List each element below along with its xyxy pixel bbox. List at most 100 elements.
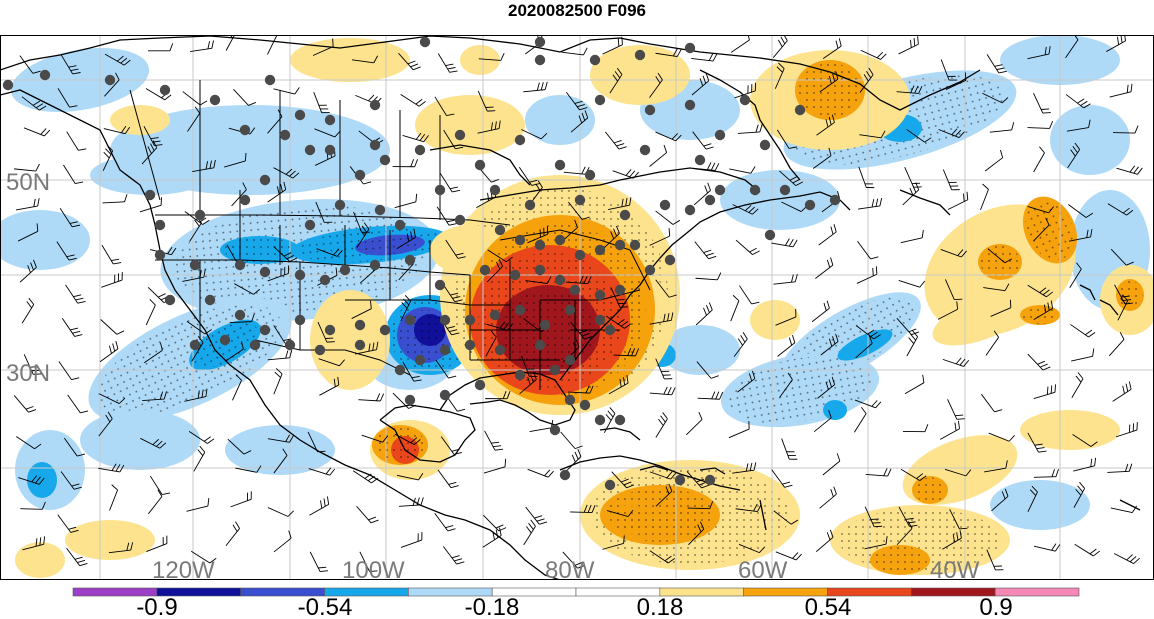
wind-barb xyxy=(649,386,676,396)
station-dot xyxy=(324,324,336,336)
wind-barb xyxy=(23,127,51,137)
station-dot xyxy=(379,154,391,166)
wind-barb xyxy=(981,393,1003,413)
wind-barb xyxy=(65,284,86,304)
wind-barb xyxy=(400,295,412,322)
wind-barb xyxy=(1068,204,1094,218)
wind-barb xyxy=(187,106,201,132)
station-dot xyxy=(369,99,381,111)
colorbar-label: -0.18 xyxy=(465,594,520,619)
wind-barb xyxy=(565,275,592,285)
station-dot xyxy=(294,314,306,326)
shading-region xyxy=(80,410,200,470)
stipple-region xyxy=(1025,199,1075,261)
observation-stations xyxy=(2,36,841,491)
wind-barb xyxy=(233,89,257,106)
wind-barb xyxy=(1033,469,1059,478)
wind-barb xyxy=(229,313,255,324)
wind-barb xyxy=(728,421,750,439)
station-dot xyxy=(154,249,166,261)
wind-barb xyxy=(613,348,640,357)
wind-barb xyxy=(739,285,760,305)
wind-barb xyxy=(779,372,793,398)
shading-region xyxy=(27,462,57,498)
station-dot xyxy=(189,339,201,351)
wind-barb xyxy=(192,159,216,172)
wind-barb xyxy=(1067,142,1081,169)
wind-barb xyxy=(607,197,632,211)
shading-region xyxy=(15,542,65,578)
wind-barb xyxy=(483,458,507,474)
wind-barb xyxy=(1112,381,1132,402)
wind-barb xyxy=(568,201,590,220)
wind-barb xyxy=(184,388,208,402)
wind-barb xyxy=(856,266,878,284)
wind-barb xyxy=(865,468,892,477)
wind-barb xyxy=(860,49,887,60)
station-dot xyxy=(259,324,271,336)
wind-barb xyxy=(898,36,919,55)
wind-barb xyxy=(529,419,554,433)
wind-barb xyxy=(608,375,629,395)
station-dot xyxy=(294,109,306,121)
station-dot xyxy=(684,42,696,54)
wind-barb xyxy=(649,72,663,98)
station-dot xyxy=(614,284,626,296)
station-dot xyxy=(439,314,451,326)
station-dot xyxy=(324,144,336,156)
wind-barb xyxy=(776,129,797,149)
wind-barb xyxy=(686,411,703,436)
wind-barb xyxy=(318,358,345,367)
chart-title: 2020082500 F096 xyxy=(507,1,647,20)
shading-region xyxy=(290,38,410,82)
wind-barb xyxy=(649,550,676,564)
station-dot xyxy=(454,214,466,226)
stipple-region xyxy=(1117,280,1143,310)
wind-barb xyxy=(947,399,965,420)
wind-barb xyxy=(940,59,958,81)
wind-barb xyxy=(312,38,334,56)
station-dot xyxy=(614,239,626,251)
wind-barb xyxy=(771,469,793,488)
station-dot xyxy=(539,319,551,331)
wind-barb xyxy=(729,166,756,174)
wind-barb xyxy=(942,530,962,550)
wind-barb xyxy=(610,287,629,308)
wind-barb xyxy=(691,53,718,62)
wind-barb xyxy=(857,240,879,260)
wind-barb xyxy=(904,167,922,188)
station-dot xyxy=(249,339,261,351)
wind-barb xyxy=(267,109,283,134)
wind-barb xyxy=(101,272,123,288)
station-dot xyxy=(209,94,221,106)
wind-barb xyxy=(434,96,455,116)
wind-barb xyxy=(314,128,341,138)
wind-barb xyxy=(313,91,330,114)
wind-barb xyxy=(937,301,959,320)
wind-barb xyxy=(439,173,461,193)
station-dot xyxy=(684,99,696,111)
wind-barb xyxy=(235,465,262,473)
station-dot xyxy=(739,94,751,106)
wind-barb xyxy=(353,211,370,233)
wind-barb xyxy=(945,72,967,90)
wind-barb xyxy=(145,299,156,326)
wind-barb xyxy=(402,132,429,143)
station-dot xyxy=(234,259,246,271)
wind-barb xyxy=(772,35,788,58)
wind-barb xyxy=(101,244,122,265)
wind-barb xyxy=(139,197,163,213)
shading-region xyxy=(1050,105,1130,175)
wind-barb xyxy=(356,222,370,248)
wind-barb xyxy=(523,519,536,546)
wind-barb xyxy=(688,521,705,546)
wind-barb xyxy=(273,368,283,395)
wind-barb xyxy=(1065,35,1079,59)
wind-barb xyxy=(691,73,710,96)
wind-barb xyxy=(477,120,501,134)
station-dot xyxy=(414,144,426,156)
station-dot xyxy=(514,134,526,146)
wind-barb xyxy=(309,496,330,516)
wind-barb xyxy=(193,445,206,472)
wind-barb xyxy=(64,437,86,457)
